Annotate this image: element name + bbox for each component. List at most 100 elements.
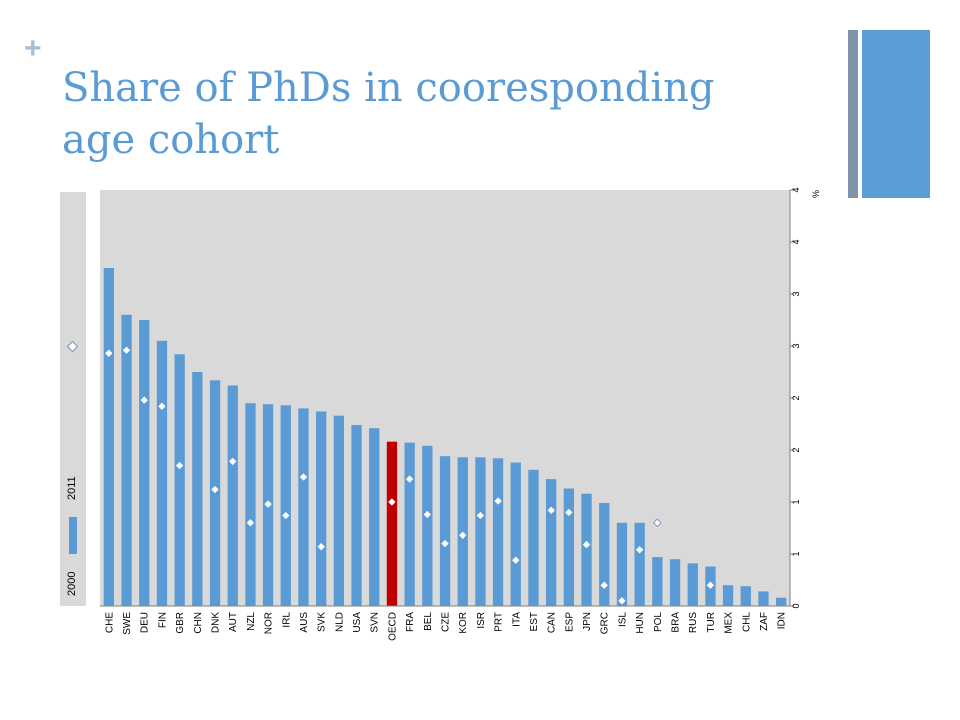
x-tick-label-rus: RUS: [688, 612, 699, 633]
y-tick-label: 2: [791, 395, 801, 400]
plus-bullet-icon: +: [24, 32, 42, 65]
x-tick-label-svk: SVK: [317, 612, 328, 632]
bar-pol: [652, 557, 663, 606]
slide-title: Share of PhDs in cooresponding age cohor…: [62, 62, 822, 166]
marker-can: [547, 506, 555, 514]
marker-cze: [441, 539, 449, 548]
bar-chn: [192, 372, 203, 606]
slide-title-line-2: age cohort: [62, 117, 280, 163]
marker-aut: [229, 457, 237, 466]
x-tick-label-mex: MEX: [724, 612, 735, 634]
x-tick-label-oecd: OECD: [387, 612, 398, 641]
marker-deu: [140, 396, 148, 404]
marker-nor: [264, 500, 272, 508]
bar-mex: [722, 585, 734, 606]
bar-zaf: [758, 591, 769, 606]
x-tick-label-can: CAN: [547, 612, 558, 633]
marker-swe: [122, 346, 131, 354]
legend-symbols: [66, 340, 79, 554]
x-tick-label-fra: FRA: [405, 612, 416, 632]
x-tick-label-dnk: DNK: [211, 612, 222, 633]
marker-oecd: [388, 498, 396, 506]
bar-aus: [298, 408, 309, 606]
x-axis-ticks: CHE SWE DEU FIN GBR CHN DNK AUT NZL NOR IRL AUS SVK N…: [104, 612, 787, 641]
x-tick-label-svn: SVN: [370, 612, 381, 633]
bar-can: [546, 479, 557, 606]
legend-marker-swatch: [66, 340, 79, 353]
bar-irl: [280, 405, 291, 606]
bar-aut: [227, 385, 238, 606]
bar-svk: [316, 411, 327, 606]
x-tick-label-cze: CZE: [441, 612, 452, 632]
x-tick-label-esp: ESP: [564, 612, 575, 632]
bar-isl: [616, 522, 628, 606]
marker-esp: [565, 508, 573, 517]
legend-bar-swatch: [69, 517, 77, 554]
marker-isr: [476, 511, 485, 520]
y-axis-unit: %: [811, 190, 821, 198]
x-tick-label-nzl: NZL: [246, 612, 257, 631]
x-tick-label-jpn: JPN: [582, 612, 593, 631]
x-tick-label-usa: USA: [352, 612, 363, 633]
x-tick-label-grc: GRC: [600, 612, 611, 634]
bar-fra: [404, 442, 415, 606]
x-tick-label-tur: TUR: [706, 612, 717, 633]
bar-esp: [563, 488, 574, 606]
legend: 2011 2000: [60, 192, 86, 606]
x-tick-label-fin: FIN: [157, 612, 168, 628]
marker-pol: [653, 518, 662, 528]
y-tick-label: 2: [791, 447, 801, 452]
x-tick-label-chl: CHL: [741, 612, 752, 632]
marker-prt: [494, 497, 502, 505]
y-tick-label: 1: [791, 551, 801, 556]
bar-nld: [333, 415, 344, 606]
bar-oecd: [386, 441, 398, 606]
bar-est: [528, 469, 539, 606]
bars-2011: [103, 268, 787, 606]
x-tick-label-isl: ISL: [617, 612, 628, 627]
marker-svk: [317, 543, 325, 551]
marker-ita: [512, 556, 520, 564]
marker-fra: [405, 475, 414, 483]
marker-kor: [459, 531, 467, 539]
y-tick-label: 3: [791, 291, 801, 296]
marker-grc: [600, 581, 608, 589]
x-tick-label-ita: ITA: [511, 612, 522, 627]
x-tick-label-gbr: GBR: [175, 612, 186, 634]
marker-aus: [299, 473, 308, 481]
marker-dnk: [211, 485, 219, 494]
bar-che: [103, 268, 114, 606]
markers-2000: [105, 346, 715, 605]
bar-nzl: [245, 403, 256, 606]
bar-bel: [422, 445, 433, 606]
bar-idn: [776, 597, 787, 606]
x-tick-label-bra: BRA: [671, 612, 682, 633]
x-tick-label-chn: CHN: [193, 612, 204, 634]
x-tick-label-pol: POL: [653, 612, 664, 632]
x-tick-label-deu: DEU: [140, 612, 151, 633]
y-tick-label: 3: [791, 343, 801, 348]
marker-irl: [282, 511, 290, 520]
bar-swe: [121, 314, 132, 606]
bar-fin: [156, 340, 168, 606]
bar-grc: [599, 503, 610, 606]
bar-chl: [740, 586, 751, 606]
marker-fin: [158, 402, 166, 410]
x-tick-label-aut: AUT: [228, 612, 239, 632]
x-tick-label-aus: AUS: [299, 612, 310, 633]
decorative-bar-gray: [848, 30, 858, 198]
x-tick-label-kor: KOR: [458, 612, 469, 634]
x-tick-label-nld: NLD: [334, 612, 345, 632]
bar-dnk: [209, 380, 221, 606]
marker-jpn: [582, 540, 591, 549]
y-tick-label: 4: [791, 187, 801, 192]
y-tick-label: 0: [791, 603, 801, 608]
x-tick-label-irl: IRL: [281, 612, 292, 628]
bar-deu: [139, 320, 150, 606]
x-tick-label-idn: IDN: [777, 612, 788, 629]
marker-isl: [618, 597, 626, 605]
x-tick-label-est: EST: [529, 612, 540, 631]
marker-nzl: [246, 519, 255, 527]
marker-hun: [635, 546, 644, 554]
